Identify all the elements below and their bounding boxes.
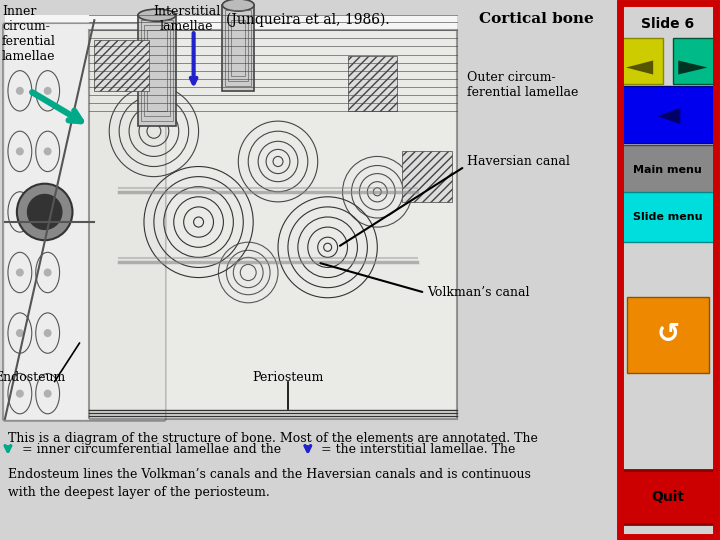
Polygon shape [657, 108, 680, 124]
FancyBboxPatch shape [622, 38, 662, 84]
Text: Slide menu: Slide menu [633, 212, 703, 222]
Circle shape [27, 194, 63, 230]
FancyBboxPatch shape [5, 15, 456, 419]
Circle shape [16, 87, 24, 95]
FancyBboxPatch shape [402, 151, 451, 202]
Circle shape [44, 87, 52, 95]
Circle shape [17, 184, 73, 240]
Text: This is a diagram of the structure of bone. Most of the elements are annotated. : This is a diagram of the structure of bo… [8, 432, 538, 445]
Text: with the deepest layer of the periosteum.: with the deepest layer of the periosteum… [8, 486, 270, 499]
Text: Haversian canal: Haversian canal [467, 155, 570, 168]
FancyBboxPatch shape [348, 56, 397, 111]
Ellipse shape [222, 0, 254, 11]
Circle shape [44, 389, 52, 397]
FancyBboxPatch shape [627, 297, 708, 373]
FancyBboxPatch shape [673, 38, 714, 84]
Circle shape [16, 329, 24, 337]
Text: Volkman’s canal: Volkman’s canal [427, 286, 529, 299]
Text: Outer circum-
ferential lamellae: Outer circum- ferential lamellae [467, 71, 578, 99]
Circle shape [44, 329, 52, 337]
Ellipse shape [138, 9, 176, 21]
Text: Interstitial
lamellae: Interstitial lamellae [153, 5, 220, 33]
Text: Cortical bone: Cortical bone [479, 12, 593, 26]
Text: Slide 6: Slide 6 [642, 17, 694, 31]
PathPatch shape [89, 30, 456, 419]
Text: (Junqueira et al, 1986).: (Junqueira et al, 1986). [226, 12, 390, 26]
Polygon shape [678, 60, 708, 75]
FancyBboxPatch shape [622, 470, 714, 524]
FancyBboxPatch shape [3, 23, 166, 421]
Text: ↺: ↺ [656, 320, 680, 348]
Polygon shape [626, 60, 653, 75]
Text: Inner
circum-
ferential
lamellae: Inner circum- ferential lamellae [2, 5, 56, 63]
Circle shape [16, 268, 24, 276]
Text: Endosteum: Endosteum [0, 370, 66, 383]
Text: Endosteum lines the Volkman’s canals and the Haversian canals and is continuous: Endosteum lines the Volkman’s canals and… [8, 468, 531, 481]
Circle shape [44, 268, 52, 276]
Circle shape [44, 208, 52, 216]
FancyBboxPatch shape [222, 5, 254, 91]
Circle shape [44, 147, 52, 156]
Text: = inner circumferential lamellae and the: = inner circumferential lamellae and the [22, 443, 281, 456]
Circle shape [16, 389, 24, 397]
Text: Periosteum: Periosteum [252, 370, 323, 383]
Circle shape [16, 147, 24, 156]
FancyBboxPatch shape [138, 15, 176, 126]
Text: = the interstitial lamellae. The: = the interstitial lamellae. The [320, 443, 515, 456]
Text: Main menu: Main menu [634, 165, 702, 174]
FancyBboxPatch shape [622, 86, 714, 143]
FancyBboxPatch shape [94, 40, 149, 91]
Circle shape [16, 208, 24, 216]
FancyBboxPatch shape [620, 145, 716, 194]
FancyBboxPatch shape [620, 192, 716, 242]
Text: Quit: Quit [652, 490, 684, 504]
